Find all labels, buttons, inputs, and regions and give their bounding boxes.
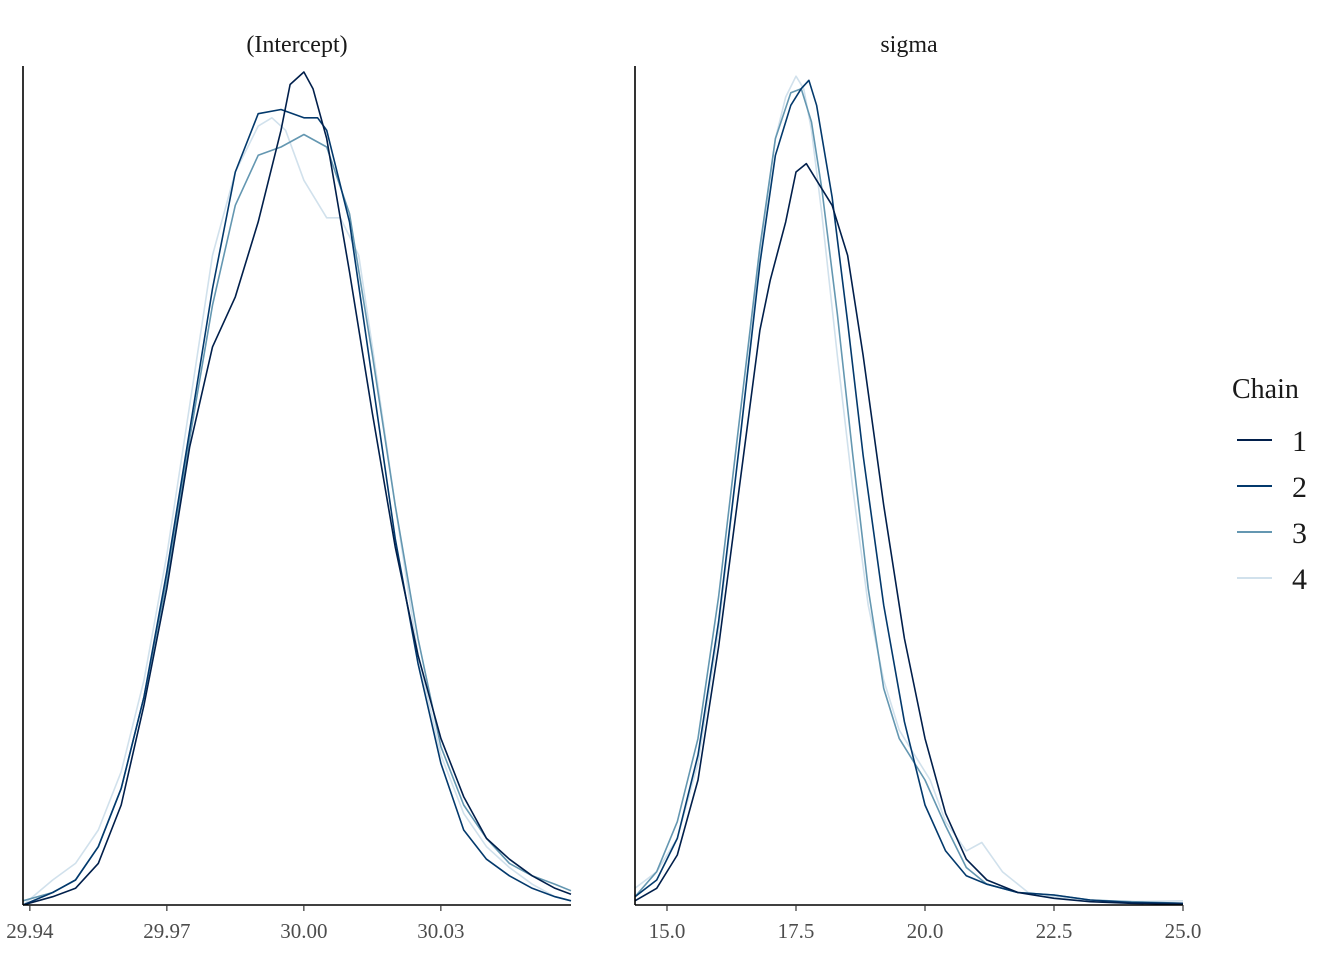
panel-sigma: sigma 15.0 17.5 20.0 22.5 25.0 xyxy=(634,32,1202,943)
legend-label-chain-1: 1 xyxy=(1292,425,1307,458)
plot-area-intercept xyxy=(22,71,572,906)
legend-title: Chain xyxy=(1232,374,1299,405)
x-tick-label-intercept: 30.00 xyxy=(280,919,327,943)
x-tick-label-sigma: 15.0 xyxy=(649,919,686,943)
legend-entries: 1 2 3 4 xyxy=(1237,425,1307,596)
x-tick-label-sigma: 20.0 xyxy=(907,919,944,943)
density-line-intercept-chain-2 xyxy=(22,108,572,906)
legend-label-chain-4: 4 xyxy=(1292,563,1307,596)
x-tick-label-sigma: 17.5 xyxy=(778,919,815,943)
panel-title-intercept: (Intercept) xyxy=(246,32,347,58)
legend-label-chain-2: 2 xyxy=(1292,471,1307,504)
legend-label-chain-3: 3 xyxy=(1292,517,1307,550)
panel-intercept: (Intercept) 29.94 29.97 30.00 30.03 xyxy=(6,32,572,943)
density-line-sigma-chain-4 xyxy=(634,75,1184,903)
panel-title-sigma: sigma xyxy=(880,32,938,58)
legend: Chain 1 2 3 4 xyxy=(1232,374,1307,596)
plot-area-sigma xyxy=(634,75,1184,905)
density-line-sigma-chain-2 xyxy=(634,79,1184,905)
x-tick-label-intercept: 29.97 xyxy=(143,919,190,943)
density-line-intercept-chain-3 xyxy=(22,133,572,902)
x-tick-label-intercept: 29.94 xyxy=(6,919,54,943)
density-line-sigma-chain-1 xyxy=(634,162,1184,905)
density-line-intercept-chain-4 xyxy=(22,117,572,906)
x-ticks-sigma: 15.0 17.5 20.0 22.5 25.0 xyxy=(649,905,1202,943)
x-tick-label-sigma: 22.5 xyxy=(1036,919,1073,943)
x-tick-label-intercept: 30.03 xyxy=(417,919,464,943)
density-line-intercept-chain-1 xyxy=(22,71,572,906)
x-tick-label-sigma: 25.0 xyxy=(1165,919,1202,943)
density-line-sigma-chain-3 xyxy=(634,87,1184,905)
x-ticks-intercept: 29.94 29.97 30.00 30.03 xyxy=(6,905,464,943)
